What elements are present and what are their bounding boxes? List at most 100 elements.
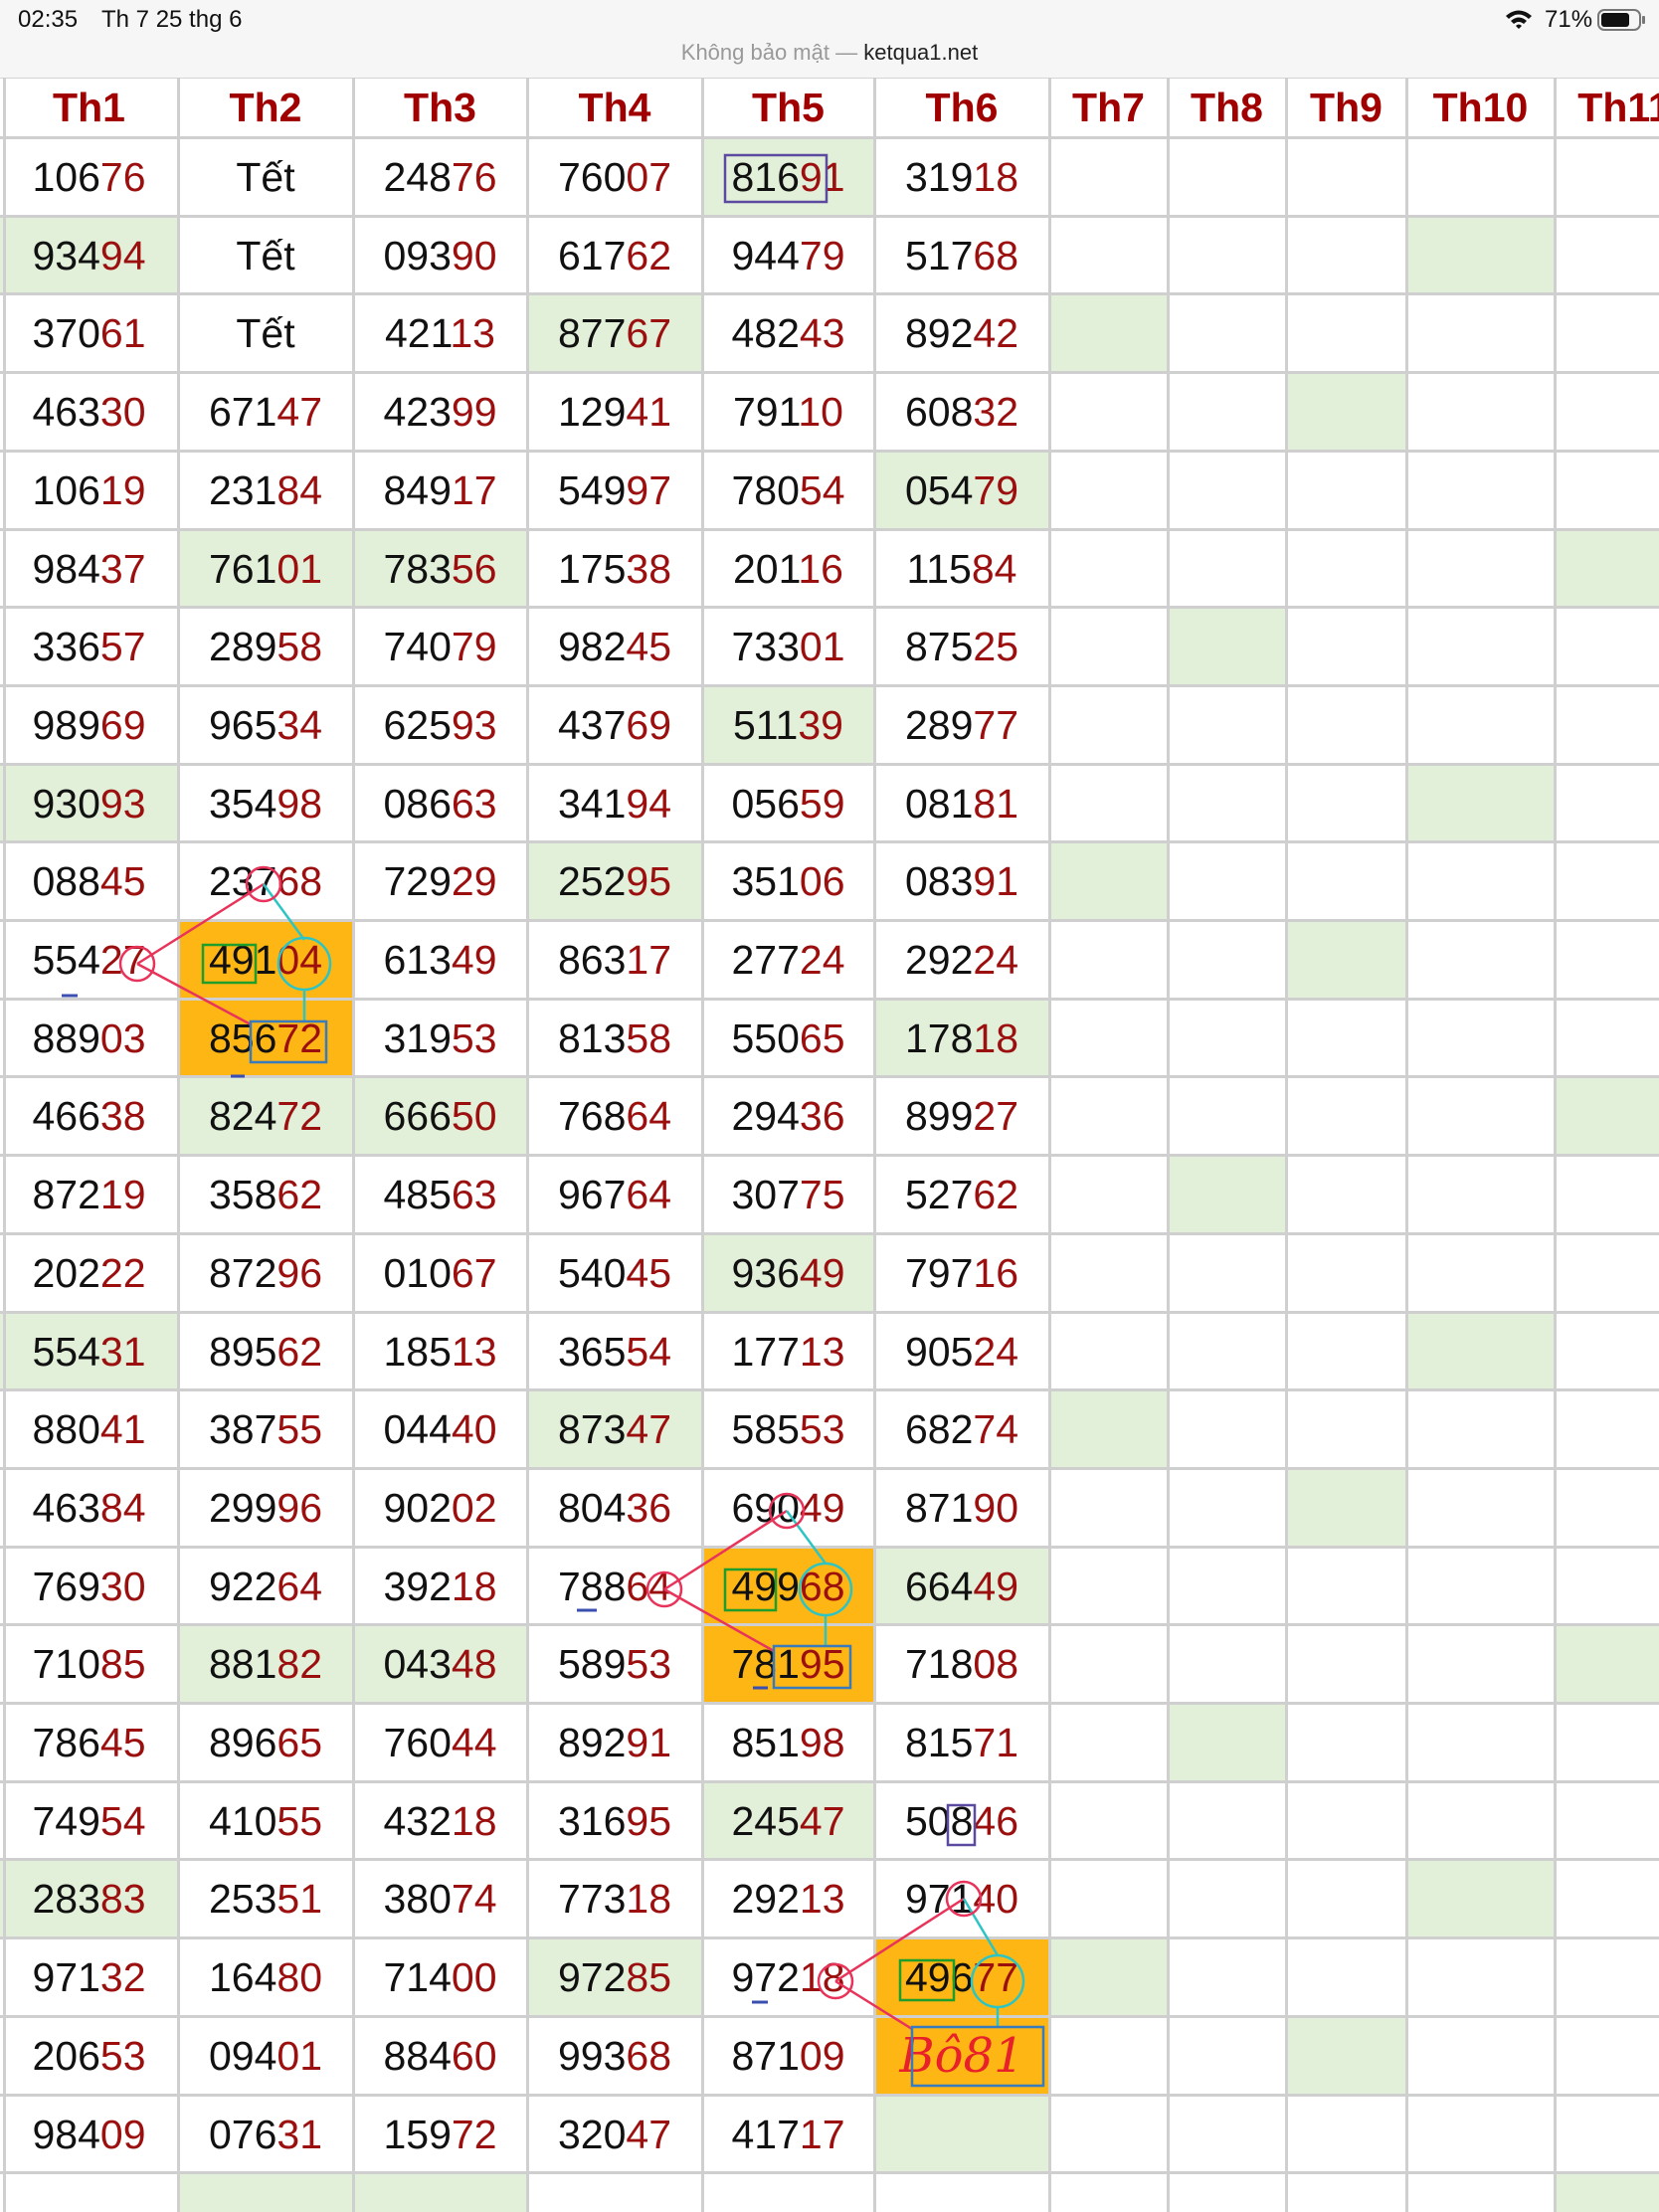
column-line <box>1554 78 1557 2212</box>
result-cell: 98437 <box>32 545 146 592</box>
result-cell: 78356 <box>383 545 497 592</box>
row-line <box>0 371 1659 375</box>
result-cell: 96534 <box>208 701 323 748</box>
highlight-green <box>178 2173 353 2212</box>
column-header: Th3 <box>404 85 476 130</box>
result-cell: 32047 <box>557 2111 672 2157</box>
security-label: Không bảo mật — <box>680 40 858 65</box>
result-cell: 35862 <box>208 1172 323 1218</box>
result-cell: 05479 <box>904 466 1019 513</box>
result-cell: 66449 <box>904 1563 1019 1609</box>
result-cell: 48243 <box>731 310 845 357</box>
result-cell: 15972 <box>383 2111 497 2157</box>
result-cell: 98245 <box>557 624 672 670</box>
highlight-green <box>1555 1625 1659 1704</box>
highlight-green <box>1555 2173 1659 2212</box>
highlight-green <box>178 1625 353 1704</box>
result-cell: 38755 <box>208 1406 323 1453</box>
result-cell: 28383 <box>32 1876 146 1923</box>
result-cell: 29436 <box>731 1093 845 1140</box>
result-cell: 89242 <box>904 310 1019 357</box>
column-line <box>873 78 876 2212</box>
result-cell: 96764 <box>557 1172 672 1218</box>
highlight-green <box>1049 842 1168 921</box>
highlight-green <box>1406 1312 1555 1391</box>
result-cell: 01067 <box>383 1249 497 1296</box>
row-line <box>0 292 1659 296</box>
highlight-green <box>178 1077 353 1157</box>
result-cell: 08181 <box>904 780 1019 827</box>
column-line <box>1167 78 1170 2212</box>
result-cell: 09401 <box>208 2032 323 2079</box>
result-cell: 51768 <box>904 232 1019 278</box>
result-cell: 60832 <box>904 389 1019 436</box>
result-cell: 81571 <box>904 1720 1019 1765</box>
column-header: Th8 <box>1191 85 1263 130</box>
highlight-green <box>1555 1077 1659 1157</box>
result-cell: Tết <box>236 154 295 200</box>
time: 02:35 <box>18 6 79 33</box>
result-cell: 29224 <box>904 937 1019 983</box>
result-cell: 88182 <box>208 1641 323 1688</box>
highlight-green <box>1168 1704 1286 1782</box>
result-cell: 89562 <box>208 1328 323 1375</box>
result-cell: 08391 <box>904 858 1019 905</box>
result-cell: 35498 <box>208 780 323 827</box>
result-cell: 04348 <box>383 1641 497 1688</box>
row-line <box>0 1858 1659 1862</box>
result-cell: 27724 <box>731 937 845 983</box>
result-cell: 97140 <box>904 1876 1019 1923</box>
result-cell: 61349 <box>383 937 497 983</box>
result-cell: 86317 <box>557 937 672 983</box>
row-line <box>0 2014 1659 2018</box>
result-cell: 87525 <box>904 624 1019 670</box>
result-cell: 50846 <box>904 1797 1019 1844</box>
result-cell: 78645 <box>32 1720 146 1765</box>
result-cell: 88460 <box>383 2032 497 2079</box>
highlight-green <box>178 529 353 609</box>
highlight-green <box>1406 1860 1555 1939</box>
result-cell: 29996 <box>208 1484 323 1531</box>
row-line <box>0 997 1659 1001</box>
row-line <box>0 683 1659 687</box>
highlight-green <box>0 216 178 295</box>
result-cell: 46384 <box>32 1484 146 1531</box>
result-cell: 17713 <box>731 1328 845 1375</box>
highlight-green <box>353 2173 527 2212</box>
result-cell: 67147 <box>208 389 323 436</box>
result-cell: 41055 <box>208 1797 323 1844</box>
row-line <box>0 1388 1659 1392</box>
result-cell: 78054 <box>731 466 845 513</box>
highlight-green <box>1406 216 1555 295</box>
result-cell: 08845 <box>32 858 146 905</box>
result-cell: 49677 <box>904 1954 1019 2001</box>
highlight-green <box>527 1390 702 1469</box>
row-line <box>0 1623 1659 1627</box>
result-cell: 11584 <box>906 545 1017 592</box>
result-cell: 23184 <box>208 466 323 513</box>
result-cell: 66650 <box>383 1093 497 1140</box>
highlight-green <box>1286 1468 1406 1548</box>
row-line <box>0 1466 1659 1470</box>
result-cell: 33657 <box>32 624 146 670</box>
address-bar[interactable]: Không bảo mật — ketqua1.net <box>0 40 1659 66</box>
date: Th 7 25 thg 6 <box>101 6 243 33</box>
result-cell: 09390 <box>383 232 497 278</box>
result-cell: 48563 <box>383 1172 497 1218</box>
result-cell: 20653 <box>32 2032 146 2079</box>
row-line <box>0 919 1659 922</box>
row-line <box>0 1310 1659 1314</box>
result-cell: 41717 <box>731 2111 845 2157</box>
result-cell: 76007 <box>557 154 672 200</box>
highlight-green <box>702 685 874 765</box>
result-cell: 10619 <box>32 466 146 513</box>
row-line <box>0 1545 1659 1549</box>
result-cell: Bô81 <box>899 2027 1024 2084</box>
result-cell: 85198 <box>731 1720 845 1765</box>
result-cell: 37061 <box>32 310 146 357</box>
column-line <box>526 78 529 2212</box>
result-cell: 43769 <box>557 701 672 748</box>
highlight-green <box>1168 1156 1286 1234</box>
result-cell: 76864 <box>557 1093 672 1140</box>
result-cell: 72929 <box>383 858 497 905</box>
